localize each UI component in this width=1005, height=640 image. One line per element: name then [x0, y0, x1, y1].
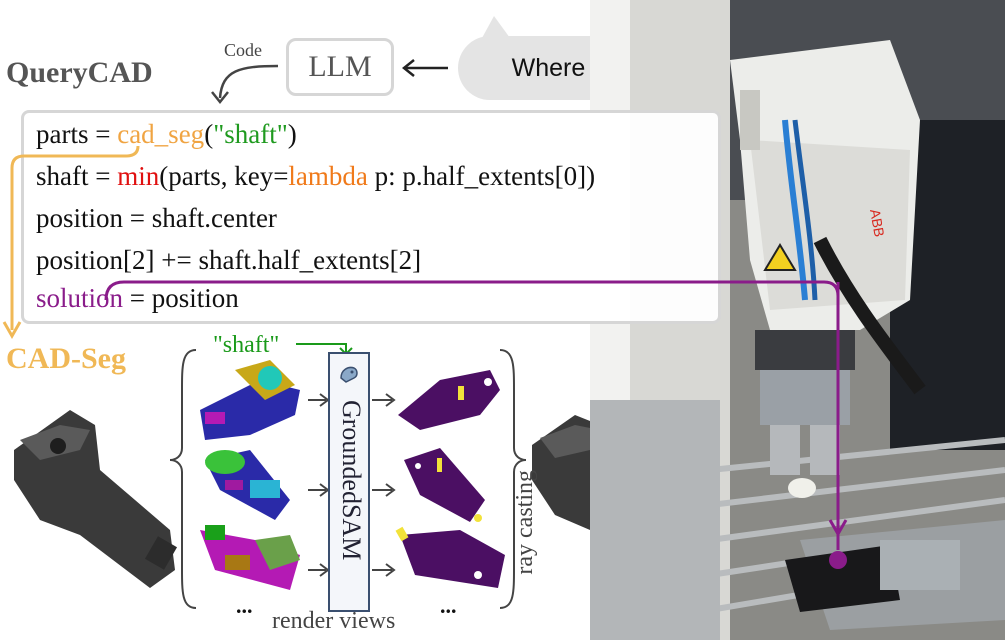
arrows-from-model	[372, 393, 396, 577]
code-line-5: solution = position	[36, 283, 239, 314]
code-arrow-head	[211, 91, 229, 105]
arrows-to-model	[308, 393, 330, 577]
cad-seg-call: cad_seg	[117, 119, 205, 149]
code-line-1: parts = cad_seg("shaft")	[36, 119, 297, 150]
code-line-2: shaft = min(parts, key=lambda p: p.half_…	[36, 161, 595, 192]
question-arrow-head	[401, 59, 415, 77]
code-panel: parts = cad_seg("shaft") shaft = min(par…	[21, 110, 721, 324]
code-text: = position	[123, 283, 239, 313]
output-cad-model	[532, 415, 590, 530]
code-arrow	[218, 64, 279, 99]
code-line-3: position = shaft.center	[36, 203, 277, 233]
held-part	[785, 545, 900, 612]
code-text: parts =	[36, 119, 118, 149]
code-label: Code	[224, 40, 262, 60]
cadseg-pipeline	[14, 343, 590, 609]
solution-variable: solution	[36, 283, 124, 313]
colored-view-1	[200, 360, 300, 440]
right-brace	[499, 349, 527, 609]
mask-view-2	[404, 448, 485, 522]
cadseg-title: CAD-Seg	[6, 342, 126, 375]
ellipsis-right: ...	[440, 593, 457, 618]
mask-view-1	[398, 370, 500, 430]
code-text: )	[287, 119, 297, 149]
code-line-4: position[2] += shaft.half_extents[2]	[36, 245, 422, 275]
groundedsam-icon	[340, 366, 358, 383]
code-text: (parts, key=	[159, 161, 289, 191]
querycad-title: QueryCAD	[6, 56, 153, 89]
min-call: min	[117, 161, 160, 191]
input-cad-model	[14, 410, 178, 588]
svg-text:ABB: ABB	[867, 208, 888, 238]
shaft-string: "shaft"	[213, 119, 288, 149]
groundedsam-label: GroundedSAM	[337, 400, 366, 561]
lambda-keyword: lambda	[288, 161, 368, 191]
query-arrow	[296, 343, 347, 352]
colored-view-2	[205, 450, 290, 520]
mask-view-3	[395, 526, 505, 588]
ray-casting-label: ray casting	[512, 470, 538, 575]
ellipsis-left: ...	[236, 593, 253, 618]
groundedsam-box: GroundedSAM	[328, 352, 370, 612]
shaft-query-label: "shaft"	[213, 332, 280, 358]
code-text: p: p.half_extents[0])	[367, 161, 596, 191]
code-text: shaft =	[36, 161, 118, 191]
left-brace	[169, 349, 197, 609]
code-text: (	[204, 119, 214, 149]
colored-view-3	[200, 525, 300, 590]
bubble-tail	[482, 16, 510, 38]
llm-box: LLM	[286, 38, 394, 96]
render-views-label: render views	[272, 608, 396, 634]
